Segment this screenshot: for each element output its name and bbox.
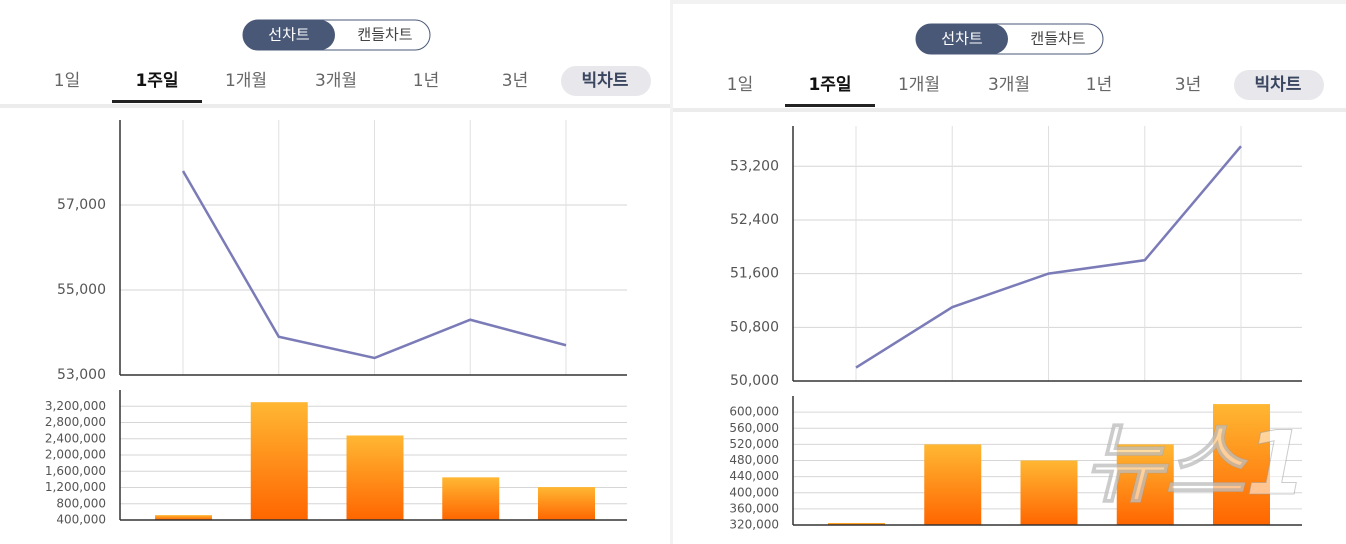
toggle-label[interactable]: 캔들차트 <box>1030 30 1085 48</box>
volume-bar <box>828 522 885 525</box>
y-tick-label: 50,000 <box>730 373 779 389</box>
tab[interactable]: 1일 <box>54 71 80 91</box>
y-tick-label: 2,000,000 <box>45 448 106 462</box>
y-tick-label: 52,400 <box>730 212 779 228</box>
y-tick-label: 55,000 <box>57 282 106 298</box>
y-tick-label: 600,000 <box>729 405 779 419</box>
tab-underline <box>112 100 202 103</box>
y-tick-label: 1,200,000 <box>45 480 106 494</box>
volume-bar <box>1020 460 1078 525</box>
y-tick-label: 800,000 <box>56 496 106 510</box>
toggle-active[interactable] <box>243 20 335 50</box>
y-tick-label: 1,600,000 <box>45 464 106 478</box>
tab[interactable]: 3개월 <box>315 71 357 91</box>
volume-bar <box>538 487 595 520</box>
tab[interactable]: 1일 <box>727 75 753 95</box>
y-tick-label: 53,200 <box>730 158 779 174</box>
y-tick-label: 50,800 <box>730 319 779 335</box>
volume-bar <box>155 515 212 520</box>
tab[interactable]: 빅차트 <box>582 71 629 91</box>
y-tick-label: 480,000 <box>729 453 779 467</box>
tab[interactable]: 1개월 <box>225 71 267 91</box>
y-tick-label: 320,000 <box>729 518 779 532</box>
y-tick-label: 2,400,000 <box>45 431 106 445</box>
tab[interactable]: 3개월 <box>988 75 1030 95</box>
tab[interactable]: 1개월 <box>898 75 940 95</box>
volume-bar <box>250 402 308 520</box>
toggle-label[interactable]: 선차트 <box>268 26 310 44</box>
y-tick-label: 520,000 <box>729 437 779 451</box>
y-tick-label: 57,000 <box>57 197 106 213</box>
tab-pill[interactable] <box>1234 70 1324 100</box>
tab-underline <box>785 104 875 107</box>
y-tick-label: 560,000 <box>729 421 779 435</box>
y-tick-label: 400,000 <box>56 513 106 527</box>
y-tick-label: 440,000 <box>729 469 779 483</box>
panel <box>0 0 670 544</box>
price-line <box>181 170 567 360</box>
tab[interactable]: 3년 <box>1175 75 1201 95</box>
tab-pill[interactable] <box>561 66 651 96</box>
header-shadow <box>673 108 1346 112</box>
volume-bar <box>346 435 404 520</box>
tab[interactable]: 1년 <box>1086 75 1112 95</box>
tab[interactable]: 1주일 <box>808 75 851 95</box>
price-line <box>855 145 1242 369</box>
y-tick-label: 53,000 <box>57 367 106 383</box>
y-tick-label: 400,000 <box>729 485 779 499</box>
toggle-active[interactable] <box>916 24 1008 54</box>
volume-bar <box>924 444 982 525</box>
header-shadow <box>0 104 670 108</box>
volume-bar <box>1116 444 1174 525</box>
volume-bar <box>442 477 500 520</box>
tab[interactable]: 1주일 <box>135 71 178 91</box>
volume-bar <box>1213 404 1270 525</box>
toggle-label[interactable]: 캔들차트 <box>357 26 412 44</box>
tab[interactable]: 빅차트 <box>1255 75 1302 95</box>
y-tick-label: 2,800,000 <box>45 415 106 429</box>
tab[interactable]: 1년 <box>413 71 439 91</box>
watermark: 뉴스1 <box>1083 412 1306 515</box>
y-tick-label: 360,000 <box>729 501 779 515</box>
tab[interactable]: 3년 <box>502 71 528 91</box>
y-tick-label: 51,600 <box>730 266 779 282</box>
toggle-label[interactable]: 선차트 <box>941 30 983 48</box>
y-tick-label: 3,200,000 <box>45 399 106 413</box>
